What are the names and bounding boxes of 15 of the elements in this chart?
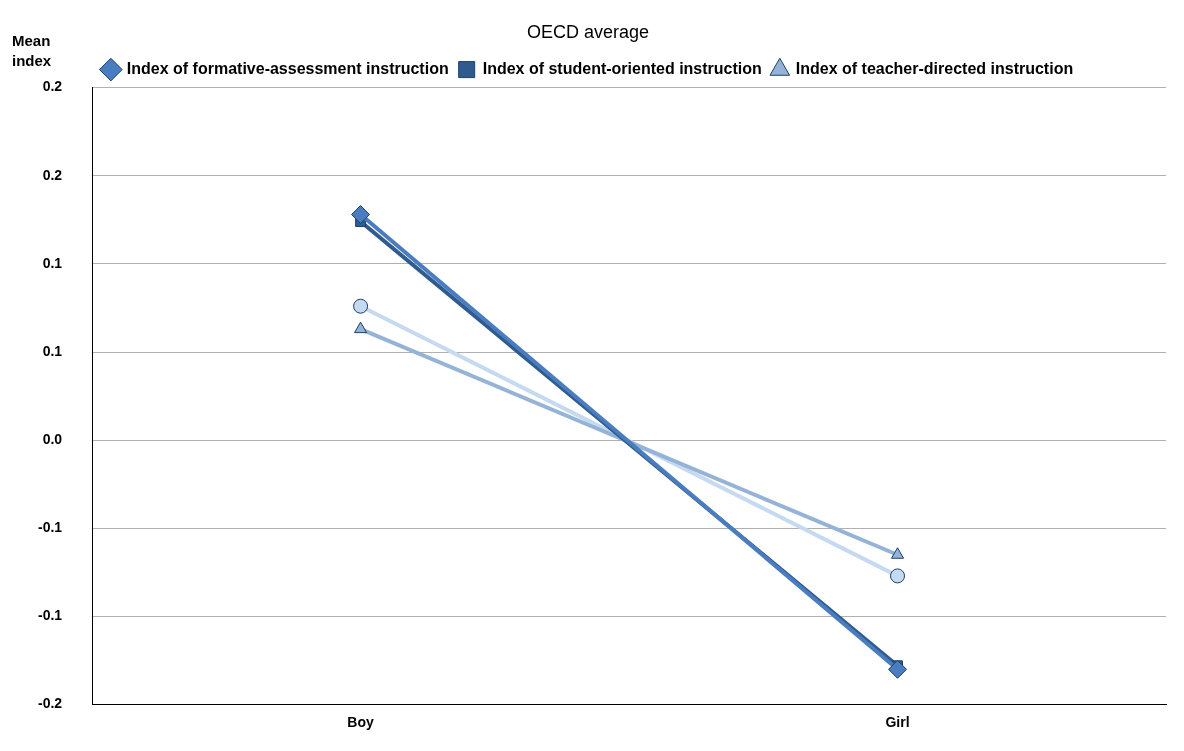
x-tick-label: Girl xyxy=(885,713,910,730)
legend-label: Index of formative-assessment instruction xyxy=(126,60,449,78)
y-tick-label: -0.2 xyxy=(38,695,63,712)
chart-subtitle: OECD average xyxy=(526,21,650,42)
y-axis-title: Mean index xyxy=(12,32,52,70)
y-tick-label: 0.1 xyxy=(42,254,63,271)
legend-label: Index of teacher-directed instruction xyxy=(795,60,1074,78)
y-tick-label: 0.1 xyxy=(42,342,63,359)
x-tick-label: Boy xyxy=(347,713,375,730)
y-tick-label: -0.1 xyxy=(38,519,63,536)
y-tick-label: 0.0 xyxy=(42,431,63,448)
legend-label: Index of student-oriented instruction xyxy=(482,60,762,78)
y-tick-label: 0.2 xyxy=(42,78,63,95)
y-tick-label: 0.2 xyxy=(42,166,63,183)
y-tick-label: -0.1 xyxy=(38,607,63,624)
